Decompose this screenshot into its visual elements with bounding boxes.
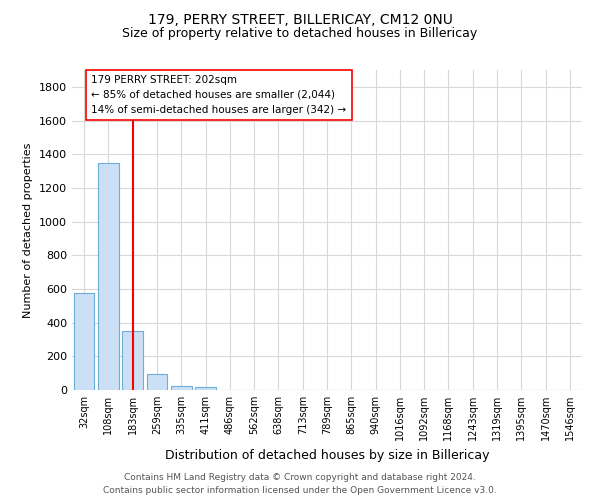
- Bar: [171, 386, 191, 390]
- Text: Contains HM Land Registry data © Crown copyright and database right 2024.: Contains HM Land Registry data © Crown c…: [124, 474, 476, 482]
- Bar: [146, 374, 167, 390]
- Bar: [122, 331, 143, 390]
- Bar: [98, 162, 119, 390]
- Y-axis label: Number of detached properties: Number of detached properties: [23, 142, 34, 318]
- Text: 179 PERRY STREET: 202sqm
← 85% of detached houses are smaller (2,044)
14% of sem: 179 PERRY STREET: 202sqm ← 85% of detach…: [91, 75, 347, 114]
- Bar: [74, 293, 94, 390]
- Text: Size of property relative to detached houses in Billericay: Size of property relative to detached ho…: [122, 28, 478, 40]
- X-axis label: Distribution of detached houses by size in Billericay: Distribution of detached houses by size …: [165, 448, 489, 462]
- Text: 179, PERRY STREET, BILLERICAY, CM12 0NU: 179, PERRY STREET, BILLERICAY, CM12 0NU: [148, 12, 452, 26]
- Text: Contains public sector information licensed under the Open Government Licence v3: Contains public sector information licen…: [103, 486, 497, 495]
- Bar: [195, 388, 216, 390]
